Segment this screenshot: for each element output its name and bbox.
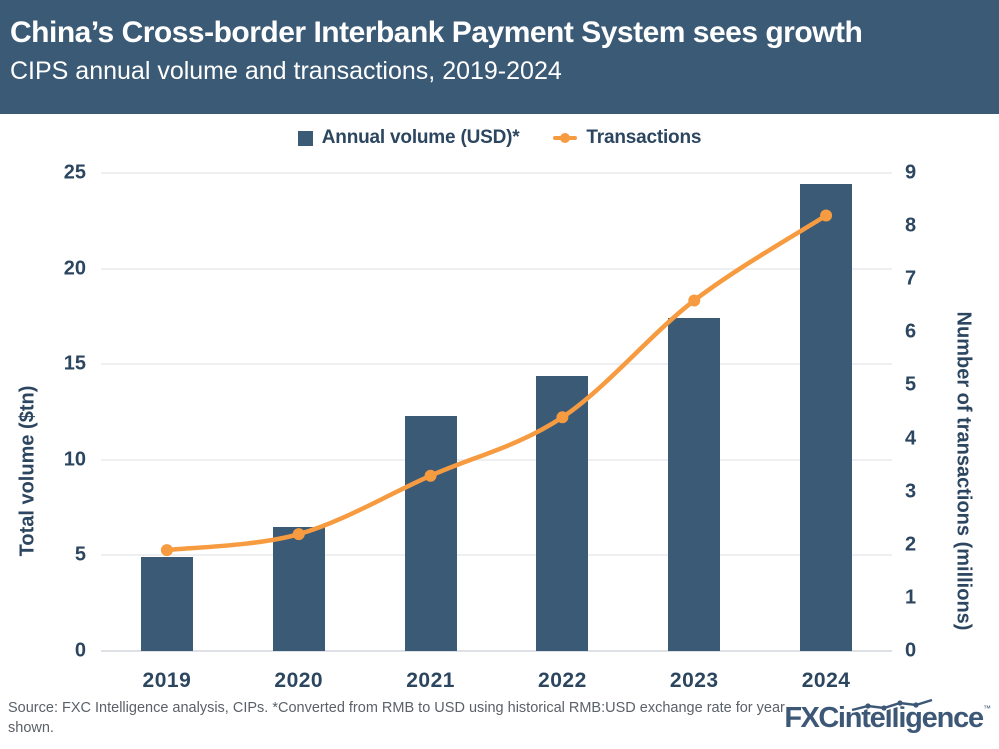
bar-swatch-icon [297, 130, 313, 146]
gridline [101, 554, 892, 557]
left-axis-tick-20: 20 [63, 257, 86, 280]
right-axis-tick-3: 3 [905, 480, 917, 503]
x-axis-label-2022: 2022 [538, 669, 587, 692]
right-axis-tick-9: 9 [905, 161, 917, 184]
x-axis-label-2024: 2024 [801, 669, 851, 692]
right-axis-tick-5: 5 [905, 373, 917, 396]
transactions-point-2022 [556, 411, 569, 424]
page-subtitle: CIPS annual volume and transactions, 201… [10, 56, 562, 85]
logo-text: FXCintelligence™ [784, 698, 991, 735]
x-axis-baseline [101, 650, 892, 652]
plot-area: 2019 2020 2021 2022 2023 2024 [101, 172, 892, 692]
transactions-point-2020 [292, 528, 305, 541]
right-axis-tick-7: 7 [905, 267, 917, 290]
right-axis-tick-4: 4 [905, 427, 917, 450]
logo-text-fxc: FXC [784, 702, 839, 734]
x-axis-label-2023: 2023 [669, 669, 719, 692]
transactions-point-2024 [820, 209, 833, 222]
legend-item-transactions: Transactions [553, 127, 701, 149]
chart-section: Annual volume (USD)* Transactions Total … [0, 114, 999, 692]
volume-bar-2024 [800, 184, 853, 651]
logo-trademark: ™ [983, 704, 991, 713]
gridline [101, 363, 892, 366]
volume-bar-2020 [272, 526, 325, 651]
right-axis-title: Number of transactions (millions) [952, 311, 975, 631]
volume-bar-2019 [140, 557, 193, 651]
gridline [101, 458, 892, 461]
page-title: China’s Cross-border Interbank Payment S… [10, 16, 863, 49]
right-axis-tick-6: 6 [905, 320, 917, 343]
source-note: Source: FXC Intelligence analysis, CIPs.… [8, 700, 785, 736]
left-axis-title: Total volume ($tn) [16, 385, 39, 557]
gridline [101, 267, 892, 270]
transactions-point-2019 [160, 544, 173, 557]
transactions-line [160, 209, 833, 557]
transactions-point-2023 [688, 294, 701, 307]
volume-bar-2023 [668, 318, 721, 651]
chart-legend: Annual volume (USD)* Transactions [0, 127, 999, 149]
left-axis-tick-15: 15 [63, 352, 86, 375]
right-axis-tick-2: 2 [905, 533, 917, 556]
legend-label-transactions: Transactions [586, 127, 702, 148]
gridline [101, 172, 892, 174]
left-axis-tick-0: 0 [74, 639, 86, 662]
footer: Source: FXC Intelligence analysis, CIPs.… [0, 690, 999, 749]
left-axis-tick-5: 5 [74, 543, 86, 566]
transactions-point-2021 [424, 469, 437, 482]
left-axis-tick-10: 10 [63, 448, 86, 471]
volume-bar-2021 [404, 415, 457, 651]
legend-item-annual-volume: Annual volume (USD)* [297, 127, 520, 149]
right-axis-tick-8: 8 [905, 214, 917, 237]
header-banner: China’s Cross-border Interbank Payment S… [0, 0, 999, 114]
fxc-intelligence-logo: FXCintelligence™ [784, 698, 991, 738]
line-swatch-dot [560, 133, 571, 143]
right-axis-tick-1: 1 [905, 586, 917, 609]
left-axis-tick-25: 25 [63, 161, 86, 184]
x-axis-label-2020: 2020 [274, 669, 324, 692]
logo-text-intelligence: intelligence [837, 702, 984, 734]
right-axis-tick-0: 0 [905, 639, 917, 662]
line-marker-swatch-icon [553, 133, 578, 143]
legend-label-annual-volume: Annual volume (USD)* [321, 127, 520, 148]
x-axis-label-2019: 2019 [142, 669, 192, 692]
x-axis-label-2021: 2021 [406, 669, 455, 692]
